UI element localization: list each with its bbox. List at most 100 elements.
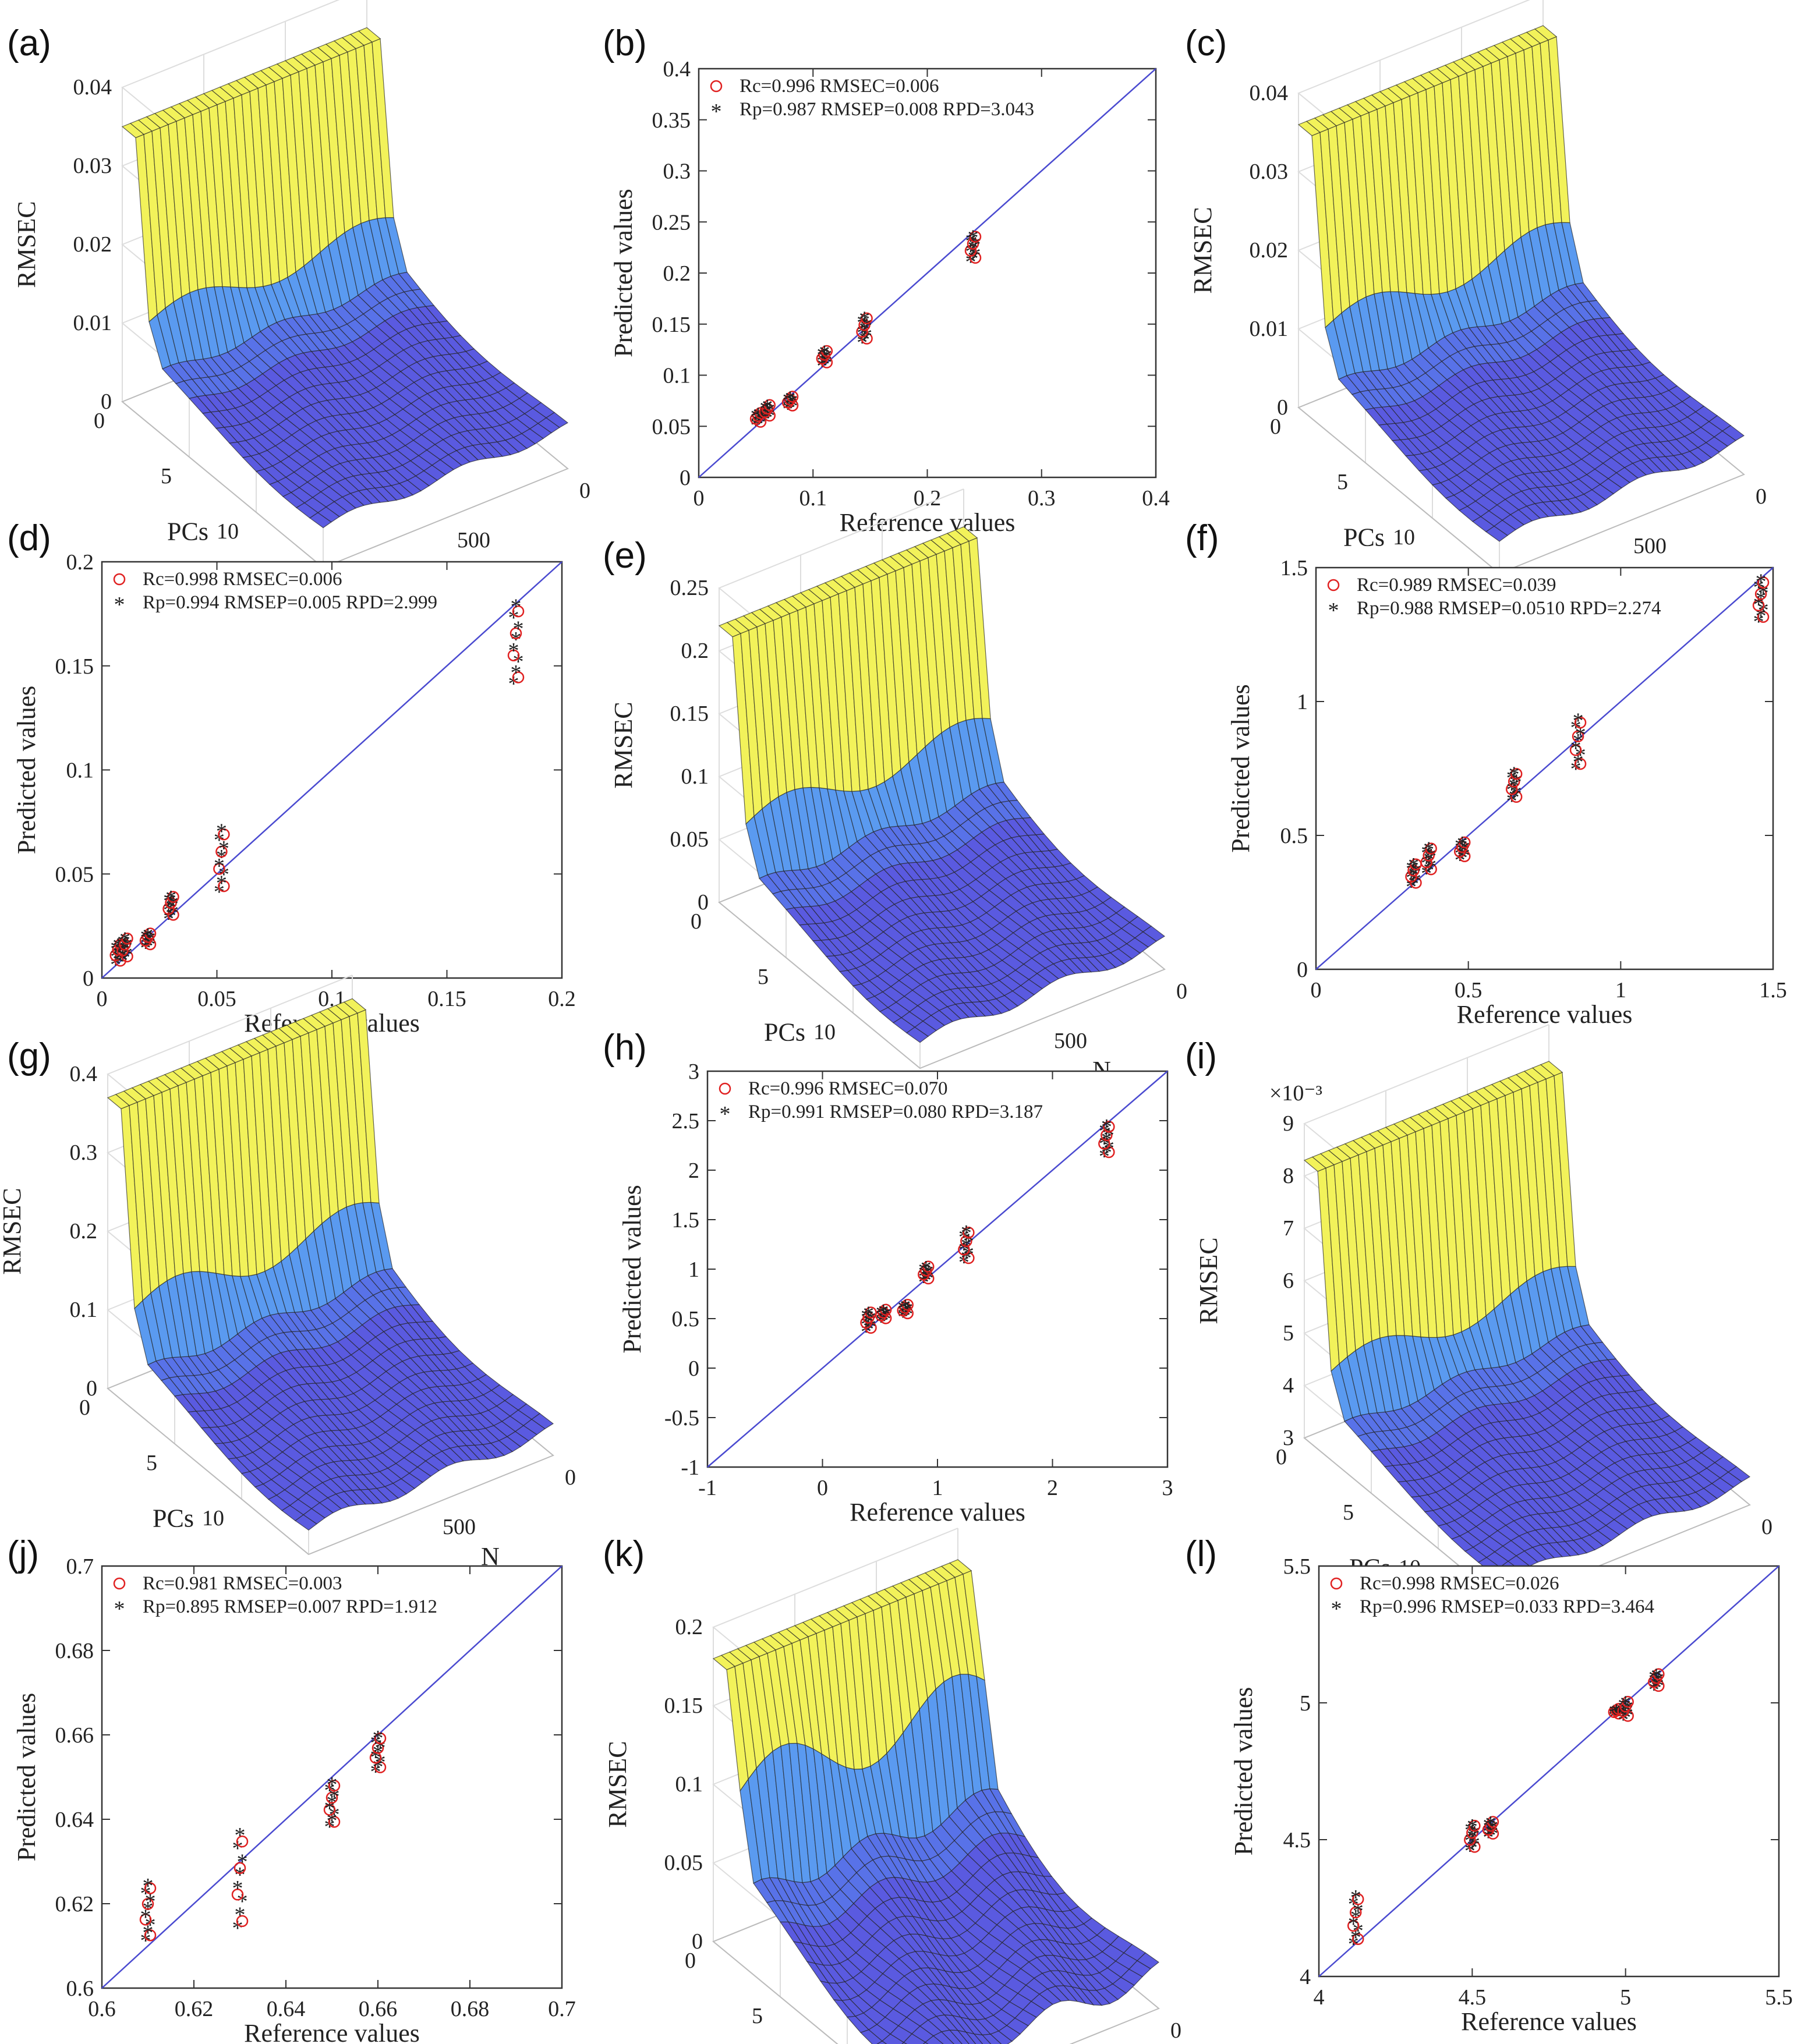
prediction-point: * — [1570, 715, 1582, 740]
z-axis-label: RMSEC — [1188, 207, 1217, 293]
y-axis-label: Predicted values — [618, 1185, 646, 1354]
z-tick-label: 0.02 — [1250, 238, 1289, 263]
legend-calibration-marker — [113, 573, 126, 586]
z-axis-label: RMSEC — [1194, 1237, 1223, 1324]
prediction-point: * — [214, 828, 225, 852]
prediction-point: * — [1573, 750, 1584, 775]
prediction-point: * — [216, 820, 227, 844]
z-axis-label: RMSEC — [12, 201, 41, 288]
y-tick-label: 0.64 — [55, 1808, 94, 1832]
z-tick-label: 0.05 — [670, 827, 709, 852]
calibration-point — [1505, 783, 1518, 795]
y-tick-label: -0.5 — [664, 1406, 699, 1430]
prediction-point: * — [878, 1300, 889, 1324]
panel-label-k: (k) — [603, 1534, 645, 1574]
panel-label-b: (b) — [603, 23, 647, 63]
prediction-point: * — [216, 871, 227, 895]
legend-calibration: Rc=0.996 RMSEC=0.006 — [740, 76, 939, 97]
x-tick-label: 0.4 — [1142, 486, 1170, 511]
x-axis-label: Reference values — [840, 508, 1016, 537]
y-tick-label: -1 — [681, 1455, 699, 1480]
pcs-tick-label: 0 — [685, 1949, 696, 1973]
calibration-point — [512, 671, 525, 683]
pcs-tick-label: 5 — [1343, 1500, 1354, 1525]
prediction-point: * — [511, 595, 522, 619]
calibration-point — [218, 828, 230, 841]
y-tick-label: 1 — [688, 1257, 699, 1282]
y-tick-label: 0.05 — [55, 862, 94, 887]
prediction-point: * — [143, 1874, 154, 1898]
legend-prediction-marker: * — [114, 593, 125, 617]
surface — [121, 27, 569, 529]
y-tick-label: 0 — [1297, 958, 1308, 982]
y-tick-label: 0.7 — [66, 1554, 94, 1579]
prediction-point: * — [214, 854, 225, 878]
surface — [1303, 1061, 1751, 1583]
calibration-point — [215, 845, 228, 858]
x-tick-label: 0.66 — [359, 1997, 398, 2021]
legend-prediction-marker: * — [114, 1597, 125, 1621]
calibration-point — [820, 345, 833, 357]
calibration-point — [218, 880, 230, 892]
z-tick-label: 0.15 — [664, 1694, 703, 1718]
calibration-point — [512, 605, 525, 618]
legend-calibration: Rc=0.989 RMSEC=0.039 — [1357, 575, 1556, 596]
pcs-tick-label: 0 — [1270, 415, 1281, 439]
calibration-point — [114, 938, 126, 951]
x-tick-label: 0.1 — [799, 486, 827, 511]
prediction-point: * — [1408, 853, 1419, 878]
prediction-point: * — [921, 1256, 932, 1281]
pcs-tick-label: 5 — [758, 965, 769, 989]
prediction-point: * — [168, 892, 179, 916]
legend-prediction-marker: * — [720, 1102, 731, 1126]
calibration-point — [507, 649, 520, 661]
pcs-tick-label: 10 — [202, 1506, 224, 1531]
prediction-point: * — [511, 661, 522, 685]
pcs-tick-label: 10 — [217, 519, 239, 544]
calibration-point — [784, 394, 797, 406]
calibration-point — [786, 391, 799, 403]
pcs-tick-label: 10 — [813, 1020, 836, 1044]
x-tick-label: 1 — [1615, 978, 1626, 1002]
z-multiplier: ×10⁻³ — [1269, 1081, 1322, 1106]
calibration-point — [1757, 576, 1770, 589]
z-tick-label: 0.1 — [681, 764, 709, 789]
legend-prediction: Rp=0.994 RMSEP=0.005 RPD=2.999 — [143, 592, 437, 613]
prediction-point: * — [762, 395, 773, 420]
y-tick-label: 0.35 — [652, 108, 691, 133]
panel-label-e: (e) — [603, 536, 647, 576]
prediction-point: * — [1620, 1691, 1631, 1716]
prediction-point: * — [1455, 848, 1466, 873]
prediction-point: * — [1758, 598, 1769, 623]
calibration-point — [1423, 849, 1435, 862]
y-tick-label: 5 — [1300, 1691, 1311, 1716]
y-tick-label: 0.6 — [66, 1976, 94, 2001]
prediction-point: * — [218, 863, 229, 887]
prediction-point: * — [122, 943, 133, 967]
legend-prediction: Rp=0.987 RMSEP=0.008 RPD=3.043 — [740, 99, 1034, 120]
prediction-point: * — [235, 1823, 246, 1848]
fit-line — [101, 561, 562, 979]
n-tick-label: 0 — [1170, 2018, 1181, 2043]
x-tick-label: 0.5 — [1455, 978, 1483, 1002]
calibration-point — [1572, 730, 1584, 743]
calibration-point — [1405, 870, 1417, 883]
n-tick-label: 0 — [1761, 1515, 1772, 1539]
z-axis-label: RMSEC — [609, 702, 638, 788]
z-tick-label: 8 — [1283, 1164, 1294, 1188]
z-tick-label: 4 — [1283, 1373, 1294, 1398]
y-tick-label: 0.5 — [1280, 824, 1308, 848]
calibration-point — [1754, 587, 1767, 600]
y-axis-label: Predicted values — [12, 1693, 41, 1862]
y-tick-label: 1.5 — [672, 1208, 700, 1232]
legend-prediction-marker: * — [1331, 1597, 1342, 1621]
prediction-point: * — [214, 880, 225, 904]
x-tick-label: 0 — [97, 987, 108, 1011]
pcs-tick-label: 10 — [1393, 525, 1415, 550]
pcs-tick-label: 5 — [1337, 470, 1348, 494]
prediction-point: * — [373, 1726, 384, 1751]
z-axis-label: RMSEC — [603, 1741, 632, 1827]
n-tick-label: 500 — [1054, 1029, 1087, 1053]
panel-label-g: (g) — [7, 1036, 51, 1076]
x-tick-label: 0.7 — [548, 1997, 576, 2021]
